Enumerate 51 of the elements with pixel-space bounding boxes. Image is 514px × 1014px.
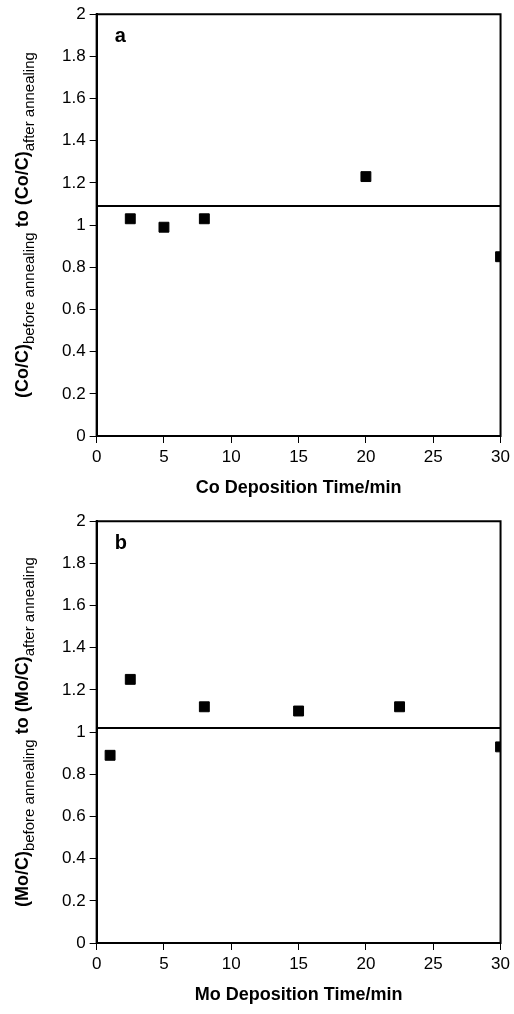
y-tick-label: 0.6: [61, 806, 86, 826]
point: [394, 701, 406, 713]
x-tick-label: 5: [159, 446, 169, 466]
y-tick-label: 0.2: [61, 890, 86, 910]
y-tick-label: 1.8: [61, 46, 86, 66]
point: [198, 213, 210, 225]
x-tick-label: 30: [491, 953, 511, 973]
y-tick-label: 0.6: [61, 299, 86, 319]
x-axis-title: Mo Deposition Time/min: [194, 984, 403, 1005]
x-tick-label: 30: [491, 446, 511, 466]
y-tick-label: 0.8: [61, 256, 86, 276]
point: [124, 213, 136, 225]
x-tick-label: 15: [289, 953, 309, 973]
y-axis-title: (Co/C)before annealing to (Co/C)after annealing: [12, 52, 37, 399]
y-tick-label: 1.8: [61, 553, 86, 573]
x-tick-label: 20: [356, 446, 376, 466]
x-axis-title: Co Deposition Time/min: [195, 477, 402, 498]
annotation: b: [114, 530, 127, 553]
y-tick-label: 1.4: [61, 637, 86, 657]
annotation: a: [114, 23, 127, 46]
x-tick-label: 20: [356, 953, 376, 973]
y-tick-label: 1.2: [61, 172, 86, 192]
y-tick-label: 1: [76, 721, 86, 741]
point: [104, 749, 116, 761]
y-tick-label: 0: [76, 425, 86, 445]
y-tick-label: 1.2: [61, 679, 86, 699]
point: [124, 673, 136, 685]
y-axis-title: (Mo/C)before annealing to (Mo/C)after annealing: [12, 557, 37, 908]
x-tick-label: 10: [221, 446, 241, 466]
y-tick-label: 0.4: [61, 341, 86, 361]
y-tick-label: 0.8: [61, 763, 86, 783]
y-tick-label: 1: [76, 214, 86, 234]
x-tick-label: 0: [91, 953, 102, 973]
y-tick-label: 1.6: [61, 595, 86, 615]
y-tick-label: 0.4: [61, 848, 86, 868]
point: [293, 705, 305, 717]
x-tick-label: 15: [289, 446, 309, 466]
x-tick-label: 10: [221, 953, 241, 973]
x-tick-label: 25: [423, 953, 443, 973]
y-tick-label: 2: [76, 510, 86, 530]
y-tick-label: 0.2: [61, 383, 86, 403]
y-tick-label: 2: [76, 3, 86, 23]
y-tick-label: 0: [76, 932, 86, 952]
point: [198, 701, 210, 713]
x-tick-label: 0: [91, 446, 102, 466]
y-tick-label: 1.4: [61, 130, 86, 150]
point: [360, 171, 372, 183]
x-tick-label: 25: [423, 446, 443, 466]
x-tick-label: 5: [159, 953, 169, 973]
point: [158, 221, 170, 233]
y-tick-label: 1.6: [61, 88, 86, 108]
